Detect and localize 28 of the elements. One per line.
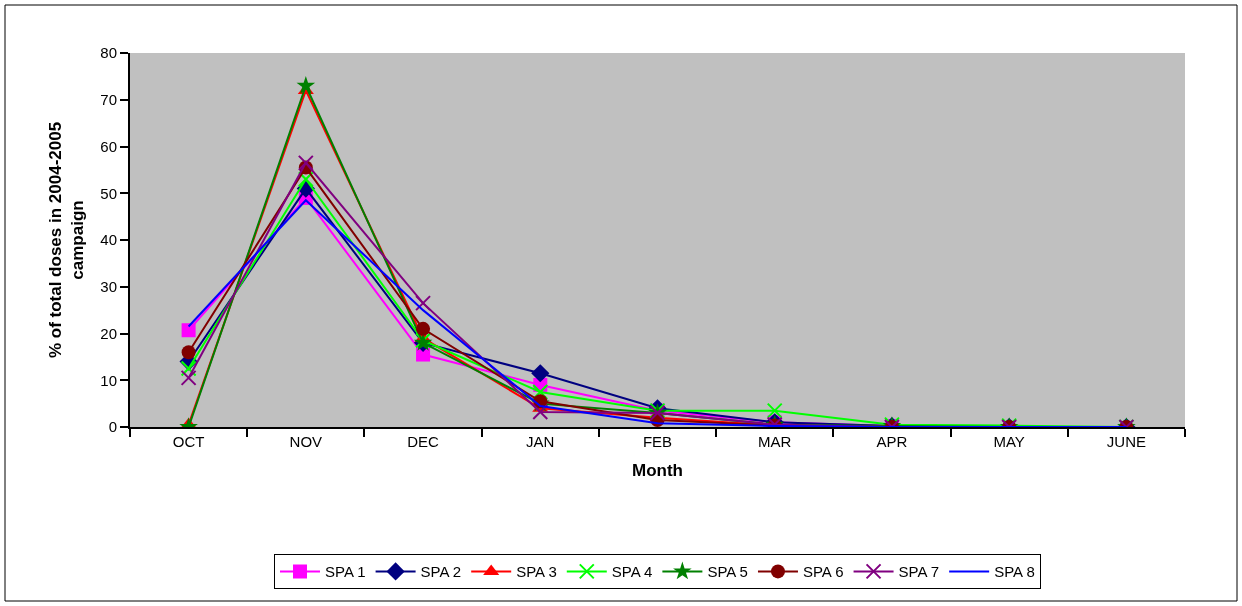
x-tick-label: APR <box>876 433 908 450</box>
x-axis-title: Month <box>632 460 683 480</box>
y-tick-label: 80 <box>100 44 117 62</box>
legend-label: SPA 3 <box>516 563 557 581</box>
y-tick-label: 40 <box>100 231 117 249</box>
x-tick-label: MAY <box>993 433 1025 450</box>
legend-label: SPA 5 <box>707 563 748 581</box>
y-tick-label: 0 <box>108 418 117 436</box>
y-axis-title: % of total doses in 2004-2005 campaign <box>46 121 88 359</box>
y-tick-label: 20 <box>100 324 117 342</box>
y-tick-label: 10 <box>100 371 117 389</box>
legend-label: SPA 2 <box>420 563 462 581</box>
legend-label: SPA 6 <box>802 563 844 581</box>
x-tick-label: JAN <box>526 433 555 450</box>
y-tick-label: 30 <box>100 278 117 295</box>
x-tick-label: FEB <box>642 433 673 450</box>
y-tick-label: 50 <box>100 184 117 202</box>
x-tick-label: JUNE <box>1106 433 1146 450</box>
x-tick-label: MAR <box>758 433 792 450</box>
x-tick-label: NOV <box>289 433 323 450</box>
legend-label: SPA 4 <box>611 563 653 581</box>
legend-label: SPA 8 <box>994 563 1035 581</box>
y-tick-label: 60 <box>100 137 117 155</box>
legend-label: SPA 1 <box>325 563 366 581</box>
x-tick-label: OCT <box>172 433 205 450</box>
y-tick-label: 70 <box>100 91 117 108</box>
x-tick-label: DEC <box>407 433 440 450</box>
legend-label: SPA 7 <box>898 563 940 581</box>
